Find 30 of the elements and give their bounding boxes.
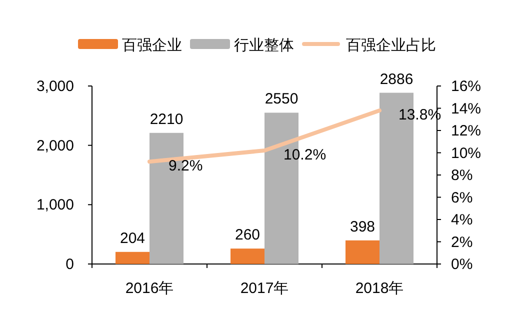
legend-label: 百强企业占比: [346, 37, 436, 54]
legend-label: 行业整体: [234, 37, 294, 54]
data-label: 2886: [380, 70, 414, 88]
data-label: 398: [350, 218, 376, 236]
y-tick-label: 1,000: [36, 196, 74, 214]
y2-tick-label: 4%: [451, 212, 473, 228]
data-label: 10.2%: [284, 146, 326, 164]
x-tick-label: 2018年: [355, 280, 404, 297]
bar: [230, 248, 264, 264]
y2-tick-label: 8%: [451, 167, 473, 184]
y2-tick-label: 2%: [451, 234, 473, 251]
y2-tick-label: 12%: [451, 122, 482, 140]
y2-tick-label: 16%: [451, 78, 482, 95]
y-tick-label: 2,000: [36, 137, 74, 154]
y2-tick-label: 6%: [451, 189, 473, 206]
bar: [346, 240, 380, 264]
data-label: 2550: [264, 90, 298, 108]
data-label: 260: [234, 226, 260, 244]
y2-tick-label: 14%: [451, 100, 482, 118]
y-tick-label: 3,000: [36, 78, 74, 95]
legend-label: 百强企业: [122, 37, 182, 54]
data-label: 9.2%: [168, 158, 203, 175]
data-label: 204: [120, 230, 146, 247]
y-tick-label: 0: [66, 256, 74, 273]
bar: [116, 252, 150, 264]
y2-tick-label: 10%: [451, 144, 482, 162]
y2-tick-label: 0%: [451, 256, 473, 273]
x-tick-label: 2017年: [240, 280, 289, 297]
x-tick-label: 2016年: [125, 280, 174, 297]
data-label: 2210: [150, 110, 184, 128]
